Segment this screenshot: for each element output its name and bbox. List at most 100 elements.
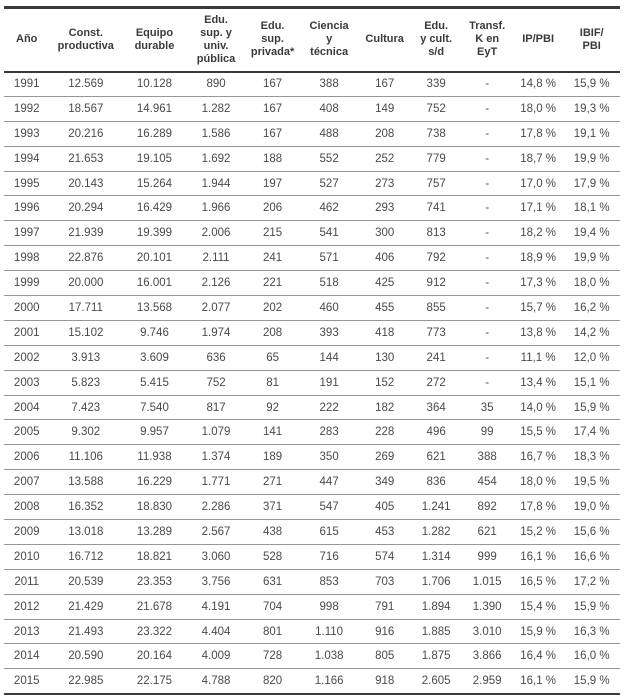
value-cell: 65 [266, 351, 279, 364]
value-cell: 393 [319, 326, 339, 339]
value-cell: 916 [375, 625, 395, 638]
value-cell: 801 [262, 625, 283, 638]
value-cell: 21.939 [68, 227, 104, 240]
value-cell: 21.678 [136, 600, 173, 613]
value-cell: 1.885 [421, 625, 451, 638]
value-cell: 18.821 [136, 550, 173, 563]
value-cell: 425 [375, 277, 395, 290]
column-header-1: Const. productiva [57, 26, 114, 52]
value-cell: 527 [319, 177, 339, 190]
value-cell: 892 [477, 501, 497, 514]
column-header-3: Edu. sup. y univ. pública [196, 13, 236, 65]
value-cell: 152 [375, 376, 395, 389]
year-cell: 1994 [13, 152, 40, 165]
value-cell: 22.985 [68, 675, 104, 688]
value-cell: 13.588 [68, 476, 104, 489]
value-cell: 18.567 [68, 102, 104, 115]
year-cell: 2004 [13, 401, 40, 414]
value-cell: 813 [426, 227, 446, 240]
value-cell: 16,5 % [520, 575, 557, 588]
value-cell: 16.712 [68, 550, 104, 563]
value-cell: 208 [262, 326, 283, 339]
value-cell: - [485, 376, 490, 389]
value-cell: 15,7 % [520, 301, 557, 314]
table-row: 2002 3.913 3.609 636 65 144 130 241 - 11,1 % 12,0 … [4, 345, 620, 371]
value-cell: 406 [375, 252, 395, 265]
value-cell: 22.876 [68, 252, 104, 265]
value-cell: 19,9 % [573, 252, 610, 265]
year-cell: 1993 [13, 127, 40, 140]
value-cell: 23.353 [136, 575, 173, 588]
value-cell: 15,9 % [573, 78, 610, 91]
table-row: 2004 7.423 7.540 817 92 222 182 364 35 14,0 % 15,9… [4, 395, 620, 420]
value-cell: 541 [319, 227, 339, 240]
value-cell: 7.423 [71, 401, 101, 414]
table-row: 1994 21.653 19.105 1.692 188 552 252 779 - 18,7 %… [4, 146, 620, 172]
value-cell: 14,8 % [520, 78, 557, 91]
value-cell: 144 [319, 351, 339, 364]
value-cell: 757 [426, 177, 446, 190]
value-cell: 999 [477, 550, 497, 563]
value-cell: 20.590 [68, 650, 104, 663]
value-cell: - [485, 351, 490, 364]
table-row: 1993 20.216 16.289 1.586 167 488 208 738 - 17,8 %… [4, 121, 620, 147]
value-cell: 269 [375, 451, 395, 464]
value-cell: 2.959 [472, 675, 502, 688]
column-header-6: Cultura [365, 33, 404, 46]
value-cell: 703 [375, 575, 395, 588]
value-cell: 1.771 [201, 476, 231, 489]
value-cell: 20.539 [68, 575, 104, 588]
value-cell: - [485, 127, 490, 140]
value-cell: 636 [206, 351, 226, 364]
column-header-7: Edu. y cult. s/d [420, 20, 453, 59]
value-cell: 92 [266, 401, 279, 414]
header-row: Año Const. productiva Equipo durable Edu. s… [4, 8, 620, 72]
value-cell: 16,6 % [573, 550, 610, 563]
value-cell: 182 [375, 401, 395, 414]
table-row: 2008 16.352 18.830 2.286 371 547 405 1.241 892 17… [4, 495, 620, 520]
value-cell: 836 [426, 476, 446, 489]
value-cell: 621 [477, 525, 497, 538]
value-cell: 18,0 % [520, 102, 557, 115]
value-cell: 2.605 [421, 675, 451, 688]
value-cell: - [485, 202, 490, 215]
value-cell: 16,0 % [573, 650, 610, 663]
value-cell: 16.001 [136, 277, 173, 290]
value-cell: 11.938 [137, 451, 172, 464]
value-cell: 3.913 [71, 351, 101, 364]
year-cell: 2008 [13, 501, 40, 514]
value-cell: 189 [262, 451, 283, 464]
table-row: 2009 13.018 13.289 2.567 438 615 453 1.282 621 15… [4, 520, 620, 545]
value-cell: 19.105 [136, 152, 173, 165]
value-cell: 15.102 [68, 326, 104, 339]
value-cell: 17,2 % [573, 575, 610, 588]
column-header-8: Transf. K en EyT [469, 20, 506, 59]
value-cell: 418 [375, 326, 395, 339]
value-cell: 408 [319, 102, 339, 115]
value-cell: 528 [262, 550, 283, 563]
value-cell: 16,4 % [520, 650, 557, 663]
value-cell: 488 [319, 127, 339, 140]
value-cell: 12.569 [68, 78, 104, 91]
value-cell: 453 [375, 525, 395, 538]
value-cell: 621 [426, 451, 446, 464]
year-cell: 2012 [13, 600, 40, 613]
value-cell: 349 [375, 476, 395, 489]
value-cell: 9.302 [71, 426, 101, 439]
year-cell: 1995 [13, 177, 40, 190]
value-cell: 16,1 % [520, 550, 557, 563]
year-cell: 2002 [13, 351, 40, 364]
value-cell: 2.077 [201, 301, 231, 314]
value-cell: - [485, 152, 490, 165]
value-cell: 15,9 % [520, 625, 557, 638]
table-row: 2012 21.429 21.678 4.191 704 998 791 1.894 1.390… [4, 594, 620, 620]
value-cell: 197 [262, 177, 283, 190]
value-cell: 438 [262, 525, 283, 538]
value-cell: 2.111 [202, 252, 230, 265]
value-cell: 4.788 [201, 675, 231, 688]
value-cell: 18,0 % [573, 277, 610, 290]
value-cell: - [485, 177, 490, 190]
table-row: 1991 12.569 10.128 890 167 388 167 339 - 14,8 % 15… [4, 72, 620, 97]
value-cell: 241 [262, 252, 283, 265]
